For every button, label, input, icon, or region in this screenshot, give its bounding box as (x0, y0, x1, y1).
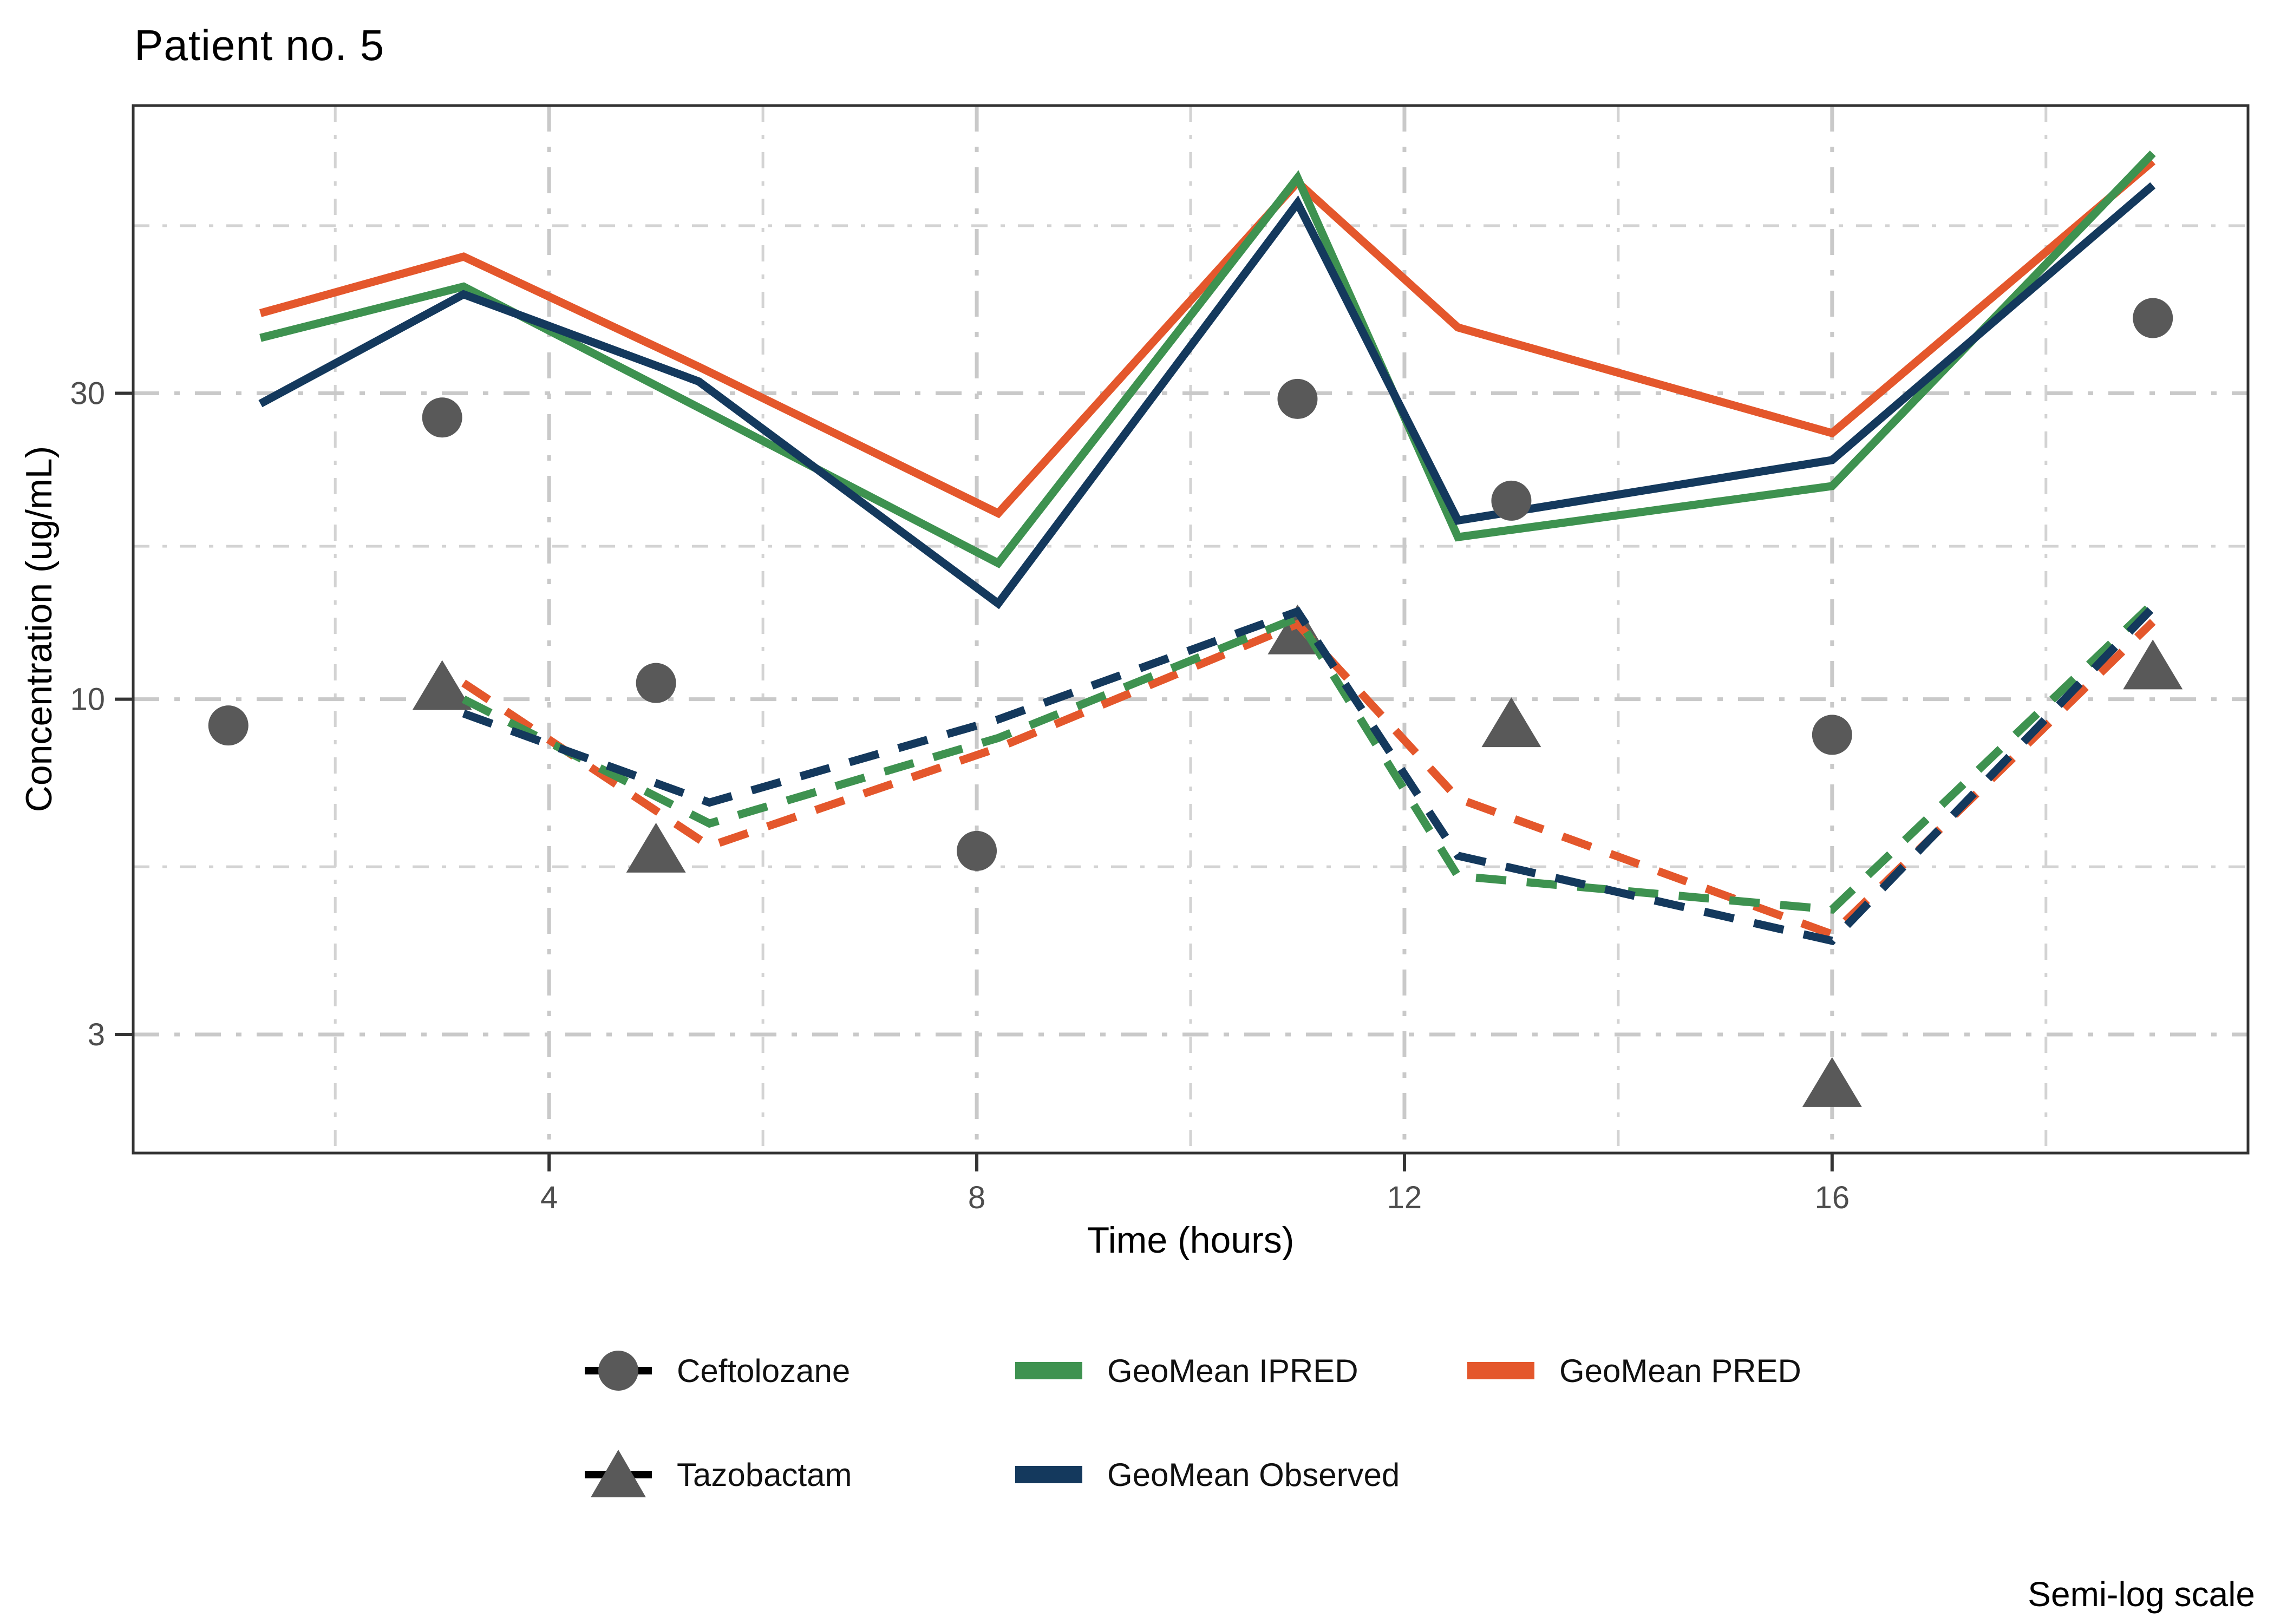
ceftolozane-point (1491, 480, 1532, 521)
legend-item-ceftolozane: Ceftolozane (585, 1345, 850, 1397)
tazobactam-point (1802, 1057, 1862, 1107)
x-tick-label: 16 (1815, 1180, 1850, 1215)
ceftolozane-point (208, 705, 249, 746)
tazobactam-point (626, 822, 686, 873)
series-ceftolozane-geomean-observed (258, 182, 2156, 610)
chart-title: Patient no. 5 (134, 21, 385, 69)
orange-line-swatch-icon (1467, 1362, 1534, 1379)
series-tazobactam-geomean-observed (462, 605, 2156, 946)
legend-item-tazobactam: Tazobactam (585, 1449, 852, 1501)
y-tick-label: 3 (88, 1017, 105, 1052)
legend-item-geomean-observed: GeoMean Observed (1015, 1449, 1400, 1501)
triangle-marker-icon (591, 1450, 646, 1497)
tazobactam-point (2123, 639, 2183, 690)
tazobactam-point (1481, 697, 1541, 748)
legend-item-geomean-ipred: GeoMean IPRED (1015, 1345, 1358, 1397)
tazobactam-point (412, 660, 472, 710)
x-tick-label: 8 (968, 1180, 985, 1215)
series-tazobactam-geomean-ipred (461, 600, 2156, 914)
x-tick-label: 12 (1387, 1180, 1422, 1215)
legend-label: Ceftolozane (677, 1352, 851, 1389)
legend-label: GeoMean PRED (1559, 1352, 1801, 1389)
ceftolozane-point (957, 830, 997, 871)
legend-item-geomean-pred: GeoMean PRED (1467, 1345, 1801, 1397)
legend-label: GeoMean IPRED (1107, 1352, 1358, 1389)
x-tick-label: 4 (540, 1180, 558, 1215)
circle-marker-icon (598, 1351, 638, 1391)
ceftolozane-point (1277, 378, 1318, 419)
navy-line-swatch-icon (1015, 1466, 1082, 1483)
series-ceftolozane-geomean-ipred (259, 150, 2156, 568)
panel-border (132, 104, 2250, 1155)
ceftolozane-key-icon (585, 1345, 652, 1397)
scale-caption: Semi-log scale (2028, 1575, 2255, 1614)
ceftolozane-point (422, 397, 462, 438)
series-ceftolozane-geomean-pred (259, 158, 2156, 519)
ipred-key-icon (1015, 1345, 1082, 1397)
legend-label: Tazobactam (677, 1456, 852, 1493)
observed-key-icon (1015, 1449, 1082, 1501)
y-tick-label: 10 (70, 682, 105, 717)
y-tick-label: 30 (70, 376, 105, 411)
y-axis-label: Concentration (ug/mL) (18, 446, 60, 813)
green-line-swatch-icon (1015, 1362, 1082, 1379)
tazobactam-key-icon (585, 1449, 652, 1501)
series-tazobactam-geomean-pred (461, 619, 2156, 939)
ceftolozane-point (2133, 298, 2173, 338)
pred-key-icon (1467, 1345, 1534, 1397)
x-axis-label: Time (hours) (1087, 1220, 1295, 1261)
legend-label: GeoMean Observed (1107, 1456, 1400, 1493)
ceftolozane-point (636, 663, 676, 703)
ceftolozane-point (1812, 715, 1852, 755)
